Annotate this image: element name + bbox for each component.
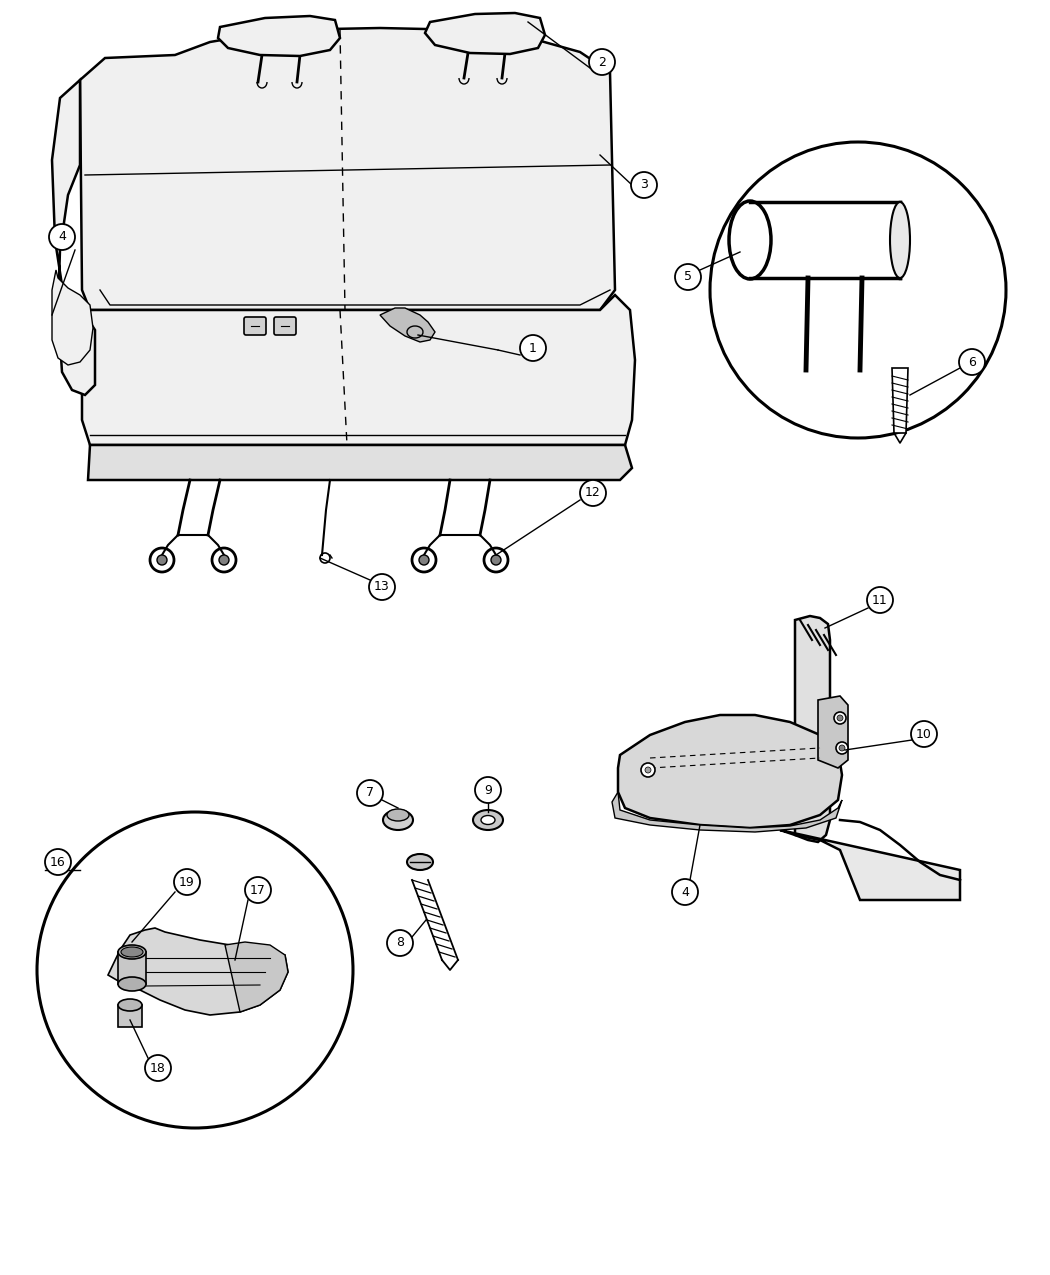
Circle shape <box>839 745 845 751</box>
Text: 4: 4 <box>58 231 66 244</box>
Polygon shape <box>218 17 340 56</box>
Circle shape <box>158 555 167 565</box>
Text: 11: 11 <box>873 593 888 607</box>
Text: 18: 18 <box>150 1062 166 1075</box>
Text: 6: 6 <box>968 356 975 368</box>
Text: 19: 19 <box>180 876 195 889</box>
Circle shape <box>419 555 429 565</box>
Polygon shape <box>425 13 545 54</box>
Polygon shape <box>612 792 842 833</box>
Circle shape <box>645 768 651 773</box>
Polygon shape <box>225 942 288 1012</box>
Ellipse shape <box>387 810 410 821</box>
Circle shape <box>911 720 937 747</box>
Circle shape <box>145 1054 171 1081</box>
Circle shape <box>37 812 353 1128</box>
Ellipse shape <box>383 810 413 830</box>
Ellipse shape <box>407 854 433 870</box>
Polygon shape <box>108 928 288 1015</box>
Circle shape <box>49 224 75 250</box>
Circle shape <box>710 142 1006 439</box>
Text: 3: 3 <box>640 179 648 191</box>
Polygon shape <box>795 616 830 842</box>
Ellipse shape <box>118 1000 142 1011</box>
Ellipse shape <box>890 201 910 278</box>
Circle shape <box>580 479 606 506</box>
Circle shape <box>475 776 501 803</box>
Circle shape <box>357 780 383 806</box>
Circle shape <box>675 264 701 289</box>
Ellipse shape <box>729 201 771 279</box>
Text: 1: 1 <box>529 342 537 354</box>
Polygon shape <box>892 368 908 434</box>
Polygon shape <box>80 28 615 310</box>
Polygon shape <box>52 80 94 395</box>
Circle shape <box>219 555 229 565</box>
Ellipse shape <box>472 810 503 830</box>
Circle shape <box>867 586 892 613</box>
Circle shape <box>491 555 501 565</box>
Circle shape <box>837 715 843 720</box>
Ellipse shape <box>481 816 495 825</box>
Text: 7: 7 <box>366 787 374 799</box>
Text: 4: 4 <box>681 886 689 899</box>
Circle shape <box>834 711 846 724</box>
Circle shape <box>174 870 200 895</box>
Ellipse shape <box>121 947 143 958</box>
Ellipse shape <box>118 945 146 959</box>
Text: 13: 13 <box>374 580 390 593</box>
Circle shape <box>520 335 546 361</box>
FancyBboxPatch shape <box>244 317 266 335</box>
Text: 16: 16 <box>50 856 66 868</box>
Circle shape <box>45 849 71 875</box>
Ellipse shape <box>118 977 146 991</box>
Polygon shape <box>380 309 435 342</box>
Polygon shape <box>52 270 93 365</box>
Circle shape <box>672 878 698 905</box>
Text: 8: 8 <box>396 937 404 950</box>
Circle shape <box>631 172 657 198</box>
Polygon shape <box>780 830 960 900</box>
Polygon shape <box>818 696 848 768</box>
Circle shape <box>589 48 615 75</box>
Text: 5: 5 <box>684 270 692 283</box>
FancyBboxPatch shape <box>118 952 146 984</box>
Circle shape <box>245 877 271 903</box>
Polygon shape <box>618 715 842 827</box>
Polygon shape <box>88 445 632 479</box>
Circle shape <box>387 929 413 956</box>
Polygon shape <box>82 295 635 445</box>
Circle shape <box>836 742 848 754</box>
FancyBboxPatch shape <box>118 1005 142 1026</box>
Text: 9: 9 <box>484 784 492 797</box>
Text: 2: 2 <box>598 56 606 69</box>
Text: 10: 10 <box>916 728 932 741</box>
Text: 17: 17 <box>250 884 266 896</box>
FancyBboxPatch shape <box>274 317 296 335</box>
Circle shape <box>959 349 985 375</box>
Text: 12: 12 <box>585 487 601 500</box>
Circle shape <box>640 762 655 776</box>
Circle shape <box>369 574 395 601</box>
